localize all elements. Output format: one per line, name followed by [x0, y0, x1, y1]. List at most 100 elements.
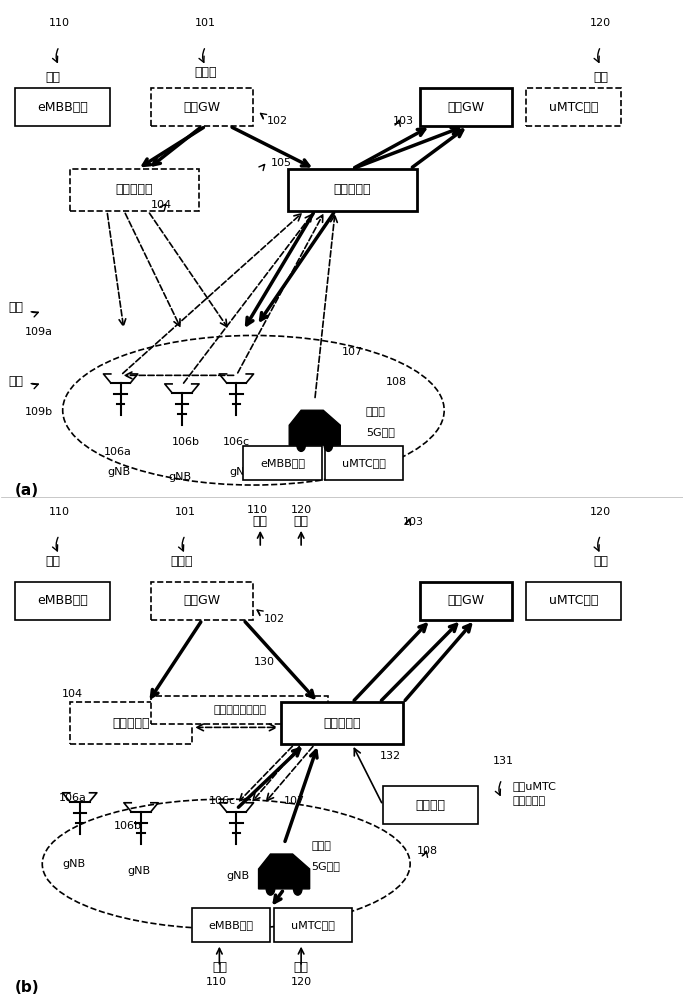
Text: 105: 105 — [270, 158, 291, 168]
FancyBboxPatch shape — [15, 582, 110, 620]
Text: 120: 120 — [291, 977, 312, 987]
Text: 107: 107 — [342, 347, 363, 357]
FancyBboxPatch shape — [151, 88, 254, 126]
Text: gNB: gNB — [127, 866, 150, 876]
Circle shape — [293, 883, 302, 895]
Text: 109a: 109a — [25, 327, 53, 337]
Text: 活动: 活动 — [293, 515, 308, 528]
Text: 跟踪区: 跟踪区 — [311, 841, 331, 851]
Text: 106b: 106b — [114, 821, 142, 831]
Text: 寻呼: 寻呼 — [8, 301, 23, 314]
FancyBboxPatch shape — [151, 696, 328, 724]
Text: 108: 108 — [417, 846, 438, 856]
Text: gNB: gNB — [107, 467, 130, 477]
Text: gNB: gNB — [63, 859, 86, 869]
Text: uMTC切片: uMTC切片 — [549, 101, 598, 114]
Text: 105: 105 — [263, 696, 285, 706]
Text: 106c: 106c — [209, 796, 236, 806]
Text: 服务GW: 服务GW — [184, 594, 221, 607]
Text: 102: 102 — [263, 614, 285, 624]
Text: 切片的消息: 切片的消息 — [512, 796, 545, 806]
Text: 110: 110 — [205, 977, 226, 987]
Text: 活动: 活动 — [293, 961, 308, 974]
Text: 移动性管理: 移动性管理 — [324, 717, 360, 730]
Text: eMBB切片: eMBB切片 — [38, 101, 88, 114]
Text: 130: 130 — [254, 657, 274, 667]
Text: 109b: 109b — [25, 407, 53, 417]
Text: 服务GW: 服务GW — [448, 594, 485, 607]
Circle shape — [324, 439, 332, 451]
Text: 107: 107 — [284, 796, 305, 806]
Text: (b): (b) — [15, 980, 40, 995]
FancyBboxPatch shape — [421, 582, 512, 620]
Text: uMTC切片: uMTC切片 — [342, 458, 386, 468]
Text: 106b: 106b — [172, 437, 200, 447]
Circle shape — [297, 439, 305, 451]
Text: 空闲: 空闲 — [253, 515, 267, 528]
FancyBboxPatch shape — [287, 169, 417, 211]
Text: 切片间上下文交换: 切片间上下文交换 — [213, 705, 266, 715]
Text: 服务GW: 服务GW — [184, 101, 221, 114]
Text: 移动性管理: 移动性管理 — [116, 183, 153, 196]
Text: 服务GW: 服务GW — [448, 101, 485, 114]
Text: 131: 131 — [493, 756, 514, 766]
Text: 活动: 活动 — [593, 71, 608, 84]
Text: 120: 120 — [590, 507, 611, 517]
Text: 110: 110 — [246, 505, 267, 515]
FancyBboxPatch shape — [70, 702, 192, 744]
Text: 数据包: 数据包 — [171, 555, 193, 568]
Text: 106a: 106a — [103, 447, 131, 457]
Text: 经由uMTC: 经由uMTC — [512, 781, 556, 791]
Text: 106c: 106c — [223, 437, 250, 447]
FancyBboxPatch shape — [70, 169, 199, 211]
Text: uMTC切片: uMTC切片 — [291, 920, 335, 930]
Text: 104: 104 — [151, 200, 172, 210]
FancyBboxPatch shape — [421, 88, 512, 126]
Text: gNB: gNB — [230, 467, 252, 477]
Polygon shape — [289, 410, 341, 445]
FancyBboxPatch shape — [280, 702, 404, 744]
Text: 连接请求: 连接请求 — [416, 799, 445, 812]
FancyBboxPatch shape — [274, 908, 352, 942]
Text: 跟踪区: 跟踪区 — [366, 407, 386, 417]
Text: 108: 108 — [386, 377, 408, 387]
Text: 5G汽车: 5G汽车 — [311, 861, 340, 871]
FancyBboxPatch shape — [192, 908, 270, 942]
Circle shape — [266, 883, 275, 895]
Text: uMTC切片: uMTC切片 — [549, 594, 598, 607]
Text: eMBB切片: eMBB切片 — [209, 920, 254, 930]
Text: 寻呼: 寻呼 — [8, 375, 23, 388]
Text: 101: 101 — [195, 18, 216, 28]
Text: gNB: gNB — [168, 472, 192, 482]
Text: 120: 120 — [590, 18, 611, 28]
Text: 104: 104 — [62, 689, 83, 699]
FancyBboxPatch shape — [15, 88, 110, 126]
Text: 103: 103 — [404, 517, 424, 527]
FancyBboxPatch shape — [244, 446, 321, 480]
Text: 101: 101 — [175, 507, 196, 517]
Text: 102: 102 — [267, 116, 288, 126]
Text: 移动性管理: 移动性管理 — [112, 717, 150, 730]
Text: 120: 120 — [291, 505, 312, 515]
Text: 空闲: 空闲 — [45, 71, 60, 84]
FancyBboxPatch shape — [325, 446, 404, 480]
Text: 移动性管理: 移动性管理 — [334, 183, 371, 196]
Text: (a): (a) — [15, 483, 39, 498]
Text: eMBB切片: eMBB切片 — [260, 458, 305, 468]
FancyBboxPatch shape — [383, 786, 478, 824]
Polygon shape — [259, 854, 310, 889]
Text: eMBB切片: eMBB切片 — [38, 594, 88, 607]
Text: 数据包: 数据包 — [194, 66, 217, 79]
Text: 106a: 106a — [60, 793, 87, 803]
FancyBboxPatch shape — [526, 582, 621, 620]
Text: 空闲: 空闲 — [45, 555, 60, 568]
FancyBboxPatch shape — [526, 88, 621, 126]
Text: 5G汽车: 5G汽车 — [366, 427, 395, 437]
Text: 103: 103 — [393, 116, 414, 126]
Text: 110: 110 — [49, 18, 70, 28]
Text: 132: 132 — [380, 751, 401, 761]
Text: gNB: gNB — [226, 871, 249, 881]
Text: 空闲: 空闲 — [212, 961, 227, 974]
Text: 110: 110 — [49, 507, 70, 517]
FancyBboxPatch shape — [151, 582, 254, 620]
